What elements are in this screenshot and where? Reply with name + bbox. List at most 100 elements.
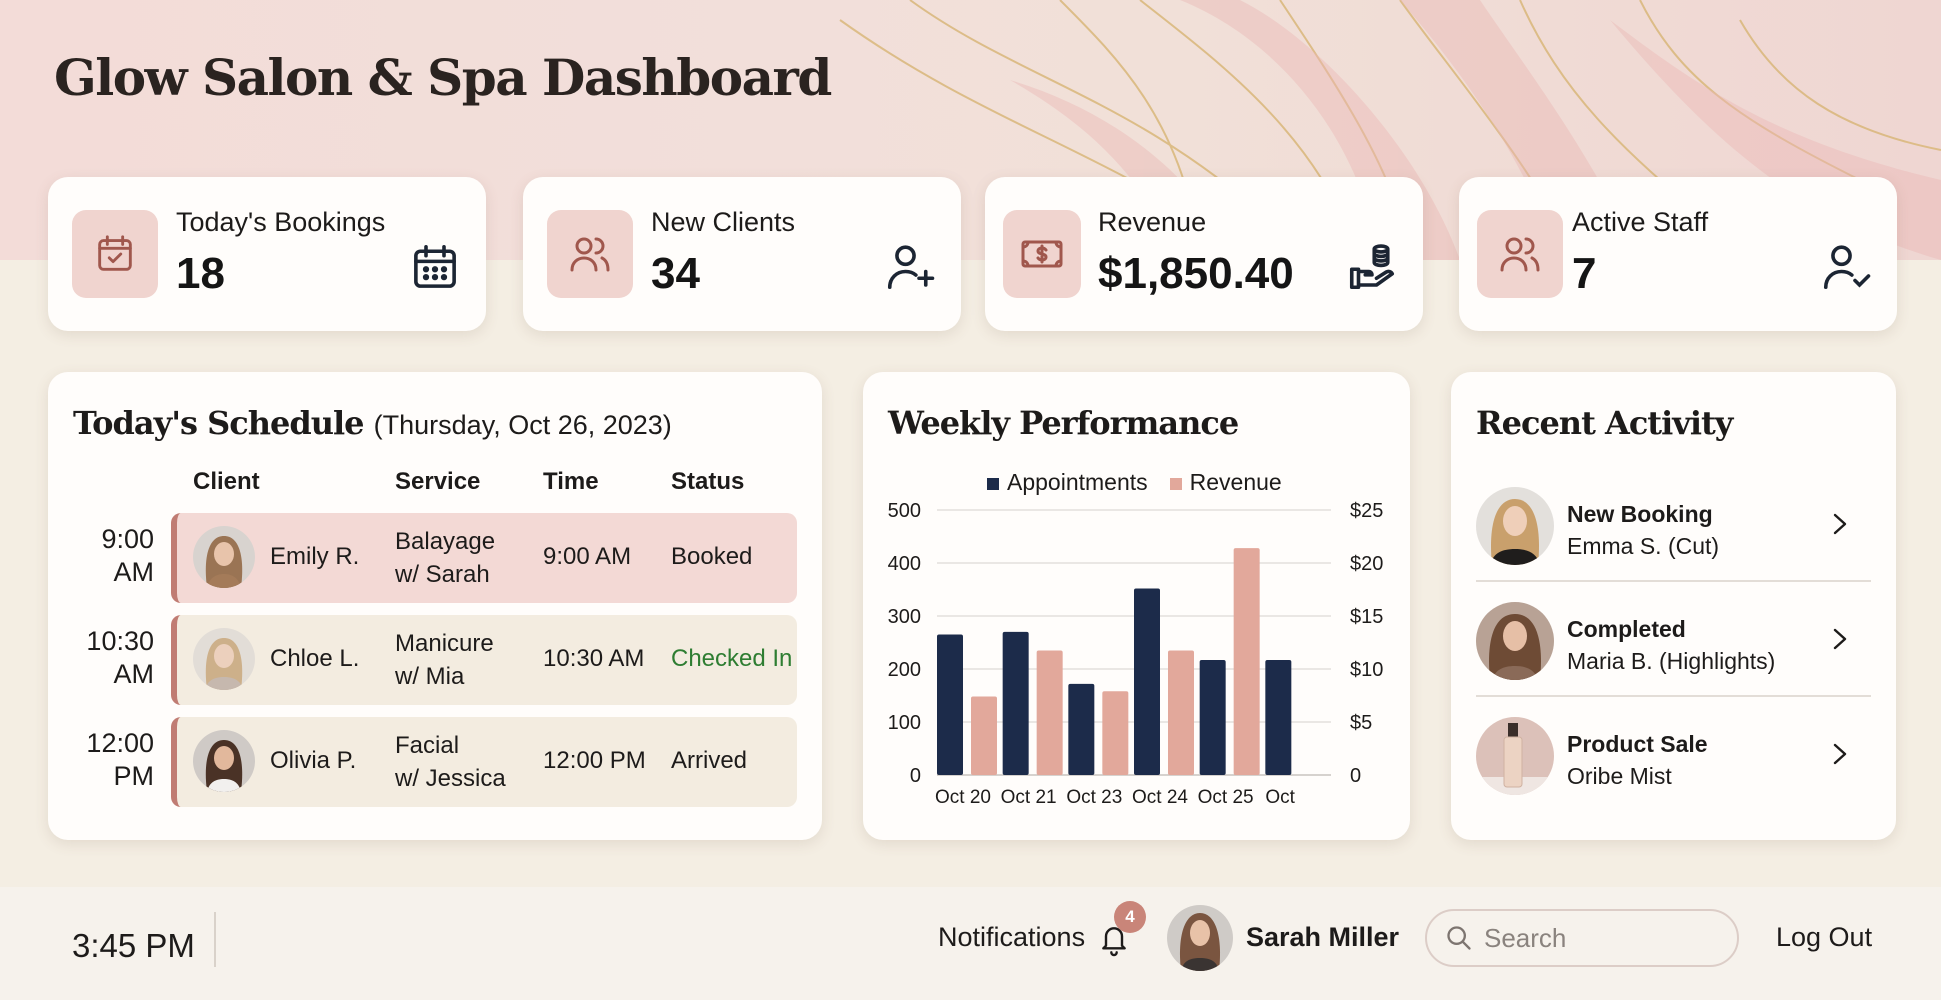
service: Manicure w/ Mia [395,630,494,690]
client-avatar [193,730,255,792]
product-thumbnail [1476,717,1554,795]
appointment-bar[interactable] [171,513,797,603]
hand-coins-icon [1349,244,1395,290]
activity-avatar [1476,602,1554,680]
appointment-time: 12:00 PM [543,747,646,774]
users-icon [547,210,633,298]
bell-icon[interactable] [1098,920,1130,958]
client-name: Olivia P. [270,747,357,774]
y-right-tick: 0 [1350,765,1361,787]
schedule-row[interactable]: 10:30 AM Chloe L. Manicure w/ Mia 10:30 AM… [48,615,822,705]
bar-appointments[interactable] [1068,683,1095,775]
y-right-tick: $10 [1350,659,1383,681]
time-slot: 12:00 PM [86,728,154,791]
bar-revenue[interactable] [1168,650,1194,775]
service: Facial w/ Jessica [395,732,506,792]
x-tick: Oct 21 [1001,787,1057,808]
activity-item[interactable]: Product Sale Oribe Mist [1476,697,1871,812]
appointment-bar[interactable] [171,717,797,807]
column-header-status[interactable]: Status [671,468,745,495]
clock: 3:45 PM [72,927,195,964]
chevron-right-icon[interactable] [1829,739,1851,769]
column-header-service[interactable]: Service [395,468,481,495]
stat-label: Active Staff [1572,207,1709,237]
bar-appointments[interactable] [937,634,963,775]
users-icon [1477,210,1563,298]
legend-swatch-peach [1169,477,1182,490]
bar-revenue[interactable] [1233,548,1260,775]
x-tick: Oct [1265,787,1295,808]
schedule-row[interactable]: 9:00 AM Emily R. Balayage w/ Sarah 9:00 AM… [48,513,822,603]
stat-label: Today's Bookings [176,207,386,237]
activity-detail: Emma S. (Cut) [1567,533,1720,559]
activity-heading: Completed [1567,616,1686,642]
divider [214,912,216,967]
chart-legend: Appointments Revenue [987,469,1282,496]
stat-card-bookings[interactable]: Today's Bookings 18 [48,177,486,331]
activity-title: Recent Activity [1476,404,1733,442]
user-plus-icon [887,245,935,290]
weekly-performance-panel: Weekly Performance Appointments Revenue … [863,372,1410,840]
schedule-title: Today's Schedule (Thursday, Oct 26, 2023… [73,404,672,442]
bar-appointments[interactable] [1199,659,1226,775]
divider [1476,580,1871,582]
schedule-date: (Thursday, Oct 26, 2023) [373,410,672,440]
user-avatar[interactable] [1167,905,1233,971]
legend-revenue[interactable]: Revenue [1169,469,1282,496]
column-header-client[interactable]: Client [193,468,260,495]
x-tick: Oct 23 [1066,787,1122,808]
stat-value: 18 [176,249,225,298]
schedule-panel: Today's Schedule (Thursday, Oct 26, 2023… [48,372,822,840]
legend-swatch-navy [987,477,999,490]
y-right-tick: $20 [1350,553,1383,575]
y-right-tick: $5 [1350,712,1372,734]
search-box[interactable] [1425,909,1739,967]
time-slot: 9:00 AM [101,524,154,587]
logout-button[interactable]: Log Out [1776,922,1873,952]
schedule-row[interactable]: 12:00 PM Olivia P. Facial w/ Jessica 12:00… [48,717,822,807]
stat-card-revenue[interactable]: Revenue $1,850.40 [985,177,1423,331]
bar-appointments[interactable] [1002,631,1029,775]
activity-item[interactable]: New Booking Emma S. (Cut) [1476,467,1871,582]
activity-heading: New Booking [1567,501,1713,527]
y-left-tick: 300 [888,606,921,628]
schedule-title-text: Today's Schedule [73,404,365,442]
stat-value: 7 [1572,249,1597,298]
stat-card-new-clients[interactable]: New Clients 34 [523,177,961,331]
y-right-tick: $15 [1350,606,1383,628]
appointment-bar[interactable] [171,615,797,705]
notifications-link[interactable]: Notifications [938,922,1086,952]
chevron-right-icon[interactable] [1829,509,1851,539]
chevron-right-icon[interactable] [1829,624,1851,654]
legend-appointments[interactable]: Appointments [987,469,1148,496]
banknote-icon [1003,210,1081,298]
bar-revenue[interactable] [1036,650,1063,775]
chart-title: Weekly Performance [888,404,1239,442]
bar-revenue[interactable] [971,696,997,775]
client-avatar [193,628,255,690]
column-header-time[interactable]: Time [543,468,599,495]
y-left-tick: 500 [888,500,921,522]
appointment-time: 9:00 AM [543,543,632,570]
user-name[interactable]: Sarah Miller [1246,922,1400,952]
x-tick: Oct 25 [1198,787,1254,808]
recent-activity-panel: Recent Activity New Booking Emma S. (Cut… [1451,372,1896,840]
x-tick: Oct 24 [1132,787,1188,808]
stat-value: 34 [651,249,700,298]
notification-count-badge: 4 [1114,901,1146,933]
y-right-tick: $25 [1350,500,1383,522]
time-slot: 10:30 AM [86,626,154,689]
y-left-tick: 0 [910,765,921,787]
page-title: Glow Salon & Spa Dashboard [54,48,832,107]
y-left-tick: 200 [888,659,921,681]
stat-card-active-staff[interactable]: Active Staff 7 [1459,177,1897,331]
client-name: Emily R. [270,543,360,570]
activity-item[interactable]: Completed Maria B. (Highlights) [1476,582,1871,697]
status-label: Checked In [671,645,793,672]
status-label: Booked [671,543,753,570]
bar-appointments[interactable] [1265,659,1292,775]
search-input[interactable] [1484,921,1724,955]
bar-appointments[interactable] [1134,588,1160,775]
bar-revenue[interactable] [1102,691,1129,775]
activity-avatar [1476,487,1554,565]
